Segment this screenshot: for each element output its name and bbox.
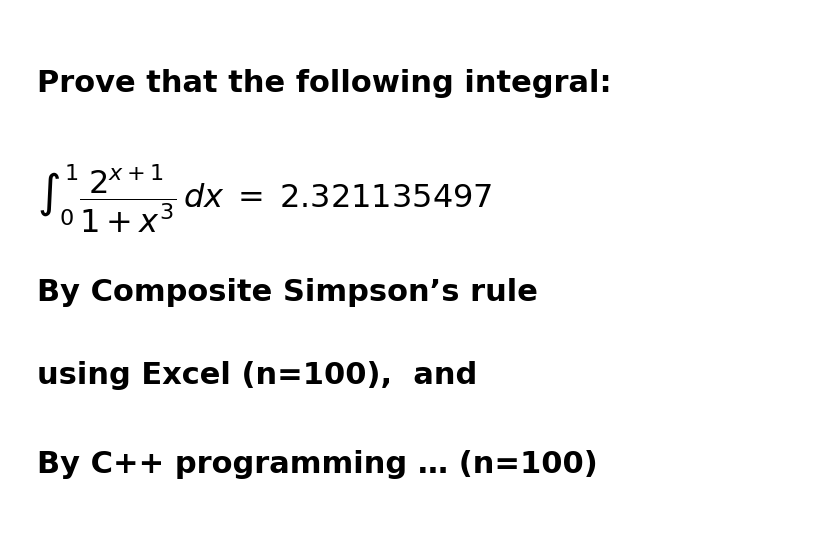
Text: By Composite Simpson’s rule: By Composite Simpson’s rule [37, 278, 537, 307]
Text: $\int_0^1 \dfrac{2^{x+1}}{1+x^3}\, dx \;=\; 2.321135497$: $\int_0^1 \dfrac{2^{x+1}}{1+x^3}\, dx \;… [37, 163, 491, 235]
Text: using Excel (n=100),  and: using Excel (n=100), and [37, 361, 477, 390]
Text: By C++ programming … (n=100): By C++ programming … (n=100) [37, 450, 597, 479]
Text: Prove that the following integral:: Prove that the following integral: [37, 69, 611, 98]
